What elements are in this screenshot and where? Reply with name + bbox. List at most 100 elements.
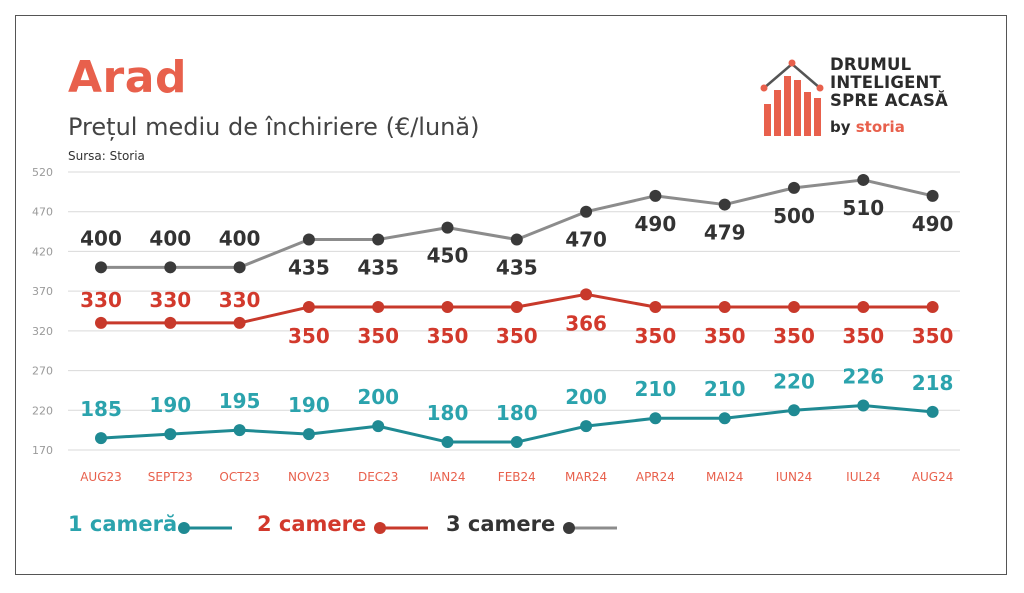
data-label: 435: [357, 256, 399, 280]
y-tick-label: 420: [32, 245, 53, 258]
logo-brand: storia: [855, 118, 905, 136]
data-label: 220: [773, 369, 815, 393]
data-point: [302, 301, 315, 314]
data-label: 510: [842, 196, 884, 220]
data-label: 226: [842, 365, 884, 389]
data-point: [649, 412, 662, 425]
y-tick-label: 370: [32, 285, 53, 298]
data-point: [302, 233, 315, 246]
legend-label-1-camera: 1 cameră: [68, 512, 178, 536]
data-label: 330: [219, 288, 261, 312]
data-point: [857, 173, 870, 186]
x-tick-label: MAR24: [565, 470, 607, 484]
x-tick-label: IUN24: [776, 470, 813, 484]
data-point: [95, 261, 107, 274]
data-point: [580, 205, 593, 218]
legend-label-3-camere: 3 camere: [446, 512, 556, 536]
data-label: 190: [149, 393, 191, 417]
data-label: 490: [635, 212, 677, 236]
data-point: [441, 221, 454, 234]
data-point: [857, 399, 870, 412]
data-label: 350: [704, 324, 746, 348]
data-label: 210: [635, 377, 677, 401]
data-label: 400: [80, 226, 122, 250]
legend-item-2-camere: 2 camere: [257, 512, 366, 536]
data-point: [441, 301, 454, 314]
data-label: 350: [842, 324, 884, 348]
legend-marker: [563, 522, 575, 534]
data-point: [718, 412, 731, 425]
data-point: [95, 432, 107, 445]
legend-item-1-camera: 1 cameră: [68, 512, 177, 536]
data-point: [233, 261, 246, 274]
y-tick-label: 270: [32, 365, 53, 378]
chart-source: Sursa: Storia: [68, 149, 145, 163]
data-point: [788, 404, 800, 417]
y-tick-label: 220: [32, 404, 53, 417]
y-tick-label: 470: [32, 206, 53, 219]
data-label: 330: [149, 288, 191, 312]
logo-by: by: [830, 118, 851, 136]
data-label: 350: [773, 324, 815, 348]
x-tick-label: MAI24: [706, 470, 743, 484]
data-point: [372, 301, 385, 314]
legend-label-2-camere: 2 camere: [257, 512, 367, 536]
brand-logo: DRUMUL INTELIGENT SPRE ACASĂ by storia: [760, 55, 970, 138]
legend-marker: [178, 522, 190, 534]
x-tick-label: AUG23: [80, 470, 122, 484]
house-chart-icon: [760, 59, 824, 136]
x-tick-label: OCT23: [219, 470, 259, 484]
data-label: 435: [288, 256, 330, 280]
data-point: [788, 301, 800, 314]
logo-by-brand: by storia: [830, 118, 905, 136]
data-label: 490: [912, 212, 954, 236]
data-point: [649, 189, 662, 202]
data-label: 218: [912, 371, 954, 395]
legend-item-3-camere: 3 camere: [446, 512, 555, 536]
data-point: [510, 301, 523, 314]
data-point: [233, 316, 246, 329]
logo-line-1: DRUMUL: [830, 55, 912, 74]
x-tick-label: DEC23: [358, 470, 398, 484]
data-point: [580, 288, 593, 301]
data-point: [372, 233, 385, 246]
data-label: 350: [357, 324, 399, 348]
legend-marker: [374, 522, 386, 534]
data-point: [233, 424, 246, 437]
data-label: 350: [288, 324, 330, 348]
data-label: 470: [565, 228, 607, 252]
data-point: [95, 316, 107, 329]
data-label: 350: [496, 324, 538, 348]
data-label: 500: [773, 204, 815, 228]
y-tick-label: 320: [32, 325, 53, 338]
data-label: 350: [427, 324, 469, 348]
data-point: [441, 436, 454, 449]
data-label: 479: [704, 221, 746, 245]
y-tick-label: 520: [32, 166, 53, 179]
data-point: [926, 405, 939, 418]
data-label: 190: [288, 393, 330, 417]
data-point: [510, 436, 523, 449]
data-point: [926, 301, 939, 314]
x-tick-label: IUL24: [846, 470, 880, 484]
data-point: [164, 316, 177, 329]
y-tick-label: 170: [32, 444, 53, 457]
data-label: 350: [635, 324, 677, 348]
data-point: [649, 301, 662, 314]
data-label: 350: [912, 324, 954, 348]
chart-title-city: Arad: [68, 52, 187, 103]
data-label: 400: [149, 226, 191, 250]
data-point: [857, 301, 870, 314]
data-point: [718, 301, 731, 314]
logo-line-3: SPRE ACASĂ: [830, 91, 948, 110]
x-tick-label: NOV23: [288, 470, 330, 484]
data-label: 200: [357, 385, 399, 409]
data-label: 180: [496, 401, 538, 425]
chart-frame: [15, 15, 1007, 575]
chart-subtitle: Prețul mediu de închiriere (€/lună): [68, 113, 480, 141]
data-point: [302, 428, 315, 441]
data-label: 450: [427, 244, 469, 268]
x-tick-label: IAN24: [430, 470, 466, 484]
data-point: [510, 233, 523, 246]
